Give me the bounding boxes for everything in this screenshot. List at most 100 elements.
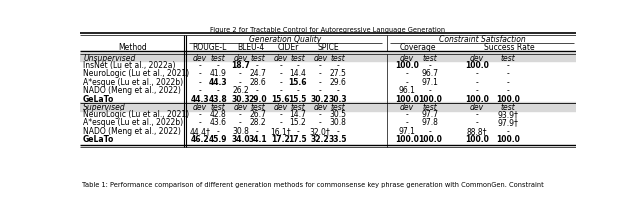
Text: -: -	[239, 110, 242, 119]
Text: dev: dev	[400, 54, 414, 63]
Text: 28.2: 28.2	[249, 118, 266, 127]
Text: -: -	[239, 118, 242, 127]
Text: -: -	[319, 69, 322, 78]
Text: ROUGE-L: ROUGE-L	[192, 43, 227, 52]
Text: NeuroLogic (Lu et al., 2021): NeuroLogic (Lu et al., 2021)	[83, 69, 189, 78]
Text: dev: dev	[193, 54, 207, 63]
Text: -: -	[279, 86, 282, 95]
Text: -: -	[199, 118, 202, 127]
Text: BLEU-4: BLEU-4	[237, 43, 264, 52]
Text: 88.8†: 88.8†	[467, 127, 487, 136]
Text: GeLaTo: GeLaTo	[83, 135, 115, 144]
Text: 32.2: 32.2	[311, 135, 330, 144]
Text: 27.5: 27.5	[330, 69, 346, 78]
Text: 30.5: 30.5	[330, 110, 347, 119]
Text: -: -	[506, 78, 509, 87]
Text: 100.0: 100.0	[395, 95, 419, 103]
Text: 97.7: 97.7	[422, 110, 439, 119]
Text: 15.6: 15.6	[289, 78, 307, 87]
Text: 14.4: 14.4	[289, 69, 306, 78]
Text: -: -	[506, 86, 509, 95]
Text: -: -	[337, 127, 339, 136]
Text: -: -	[279, 61, 282, 70]
Text: -: -	[199, 110, 202, 119]
Text: -: -	[406, 110, 408, 119]
Text: test: test	[331, 103, 346, 112]
Text: Success Rate: Success Rate	[484, 43, 534, 52]
Text: 15.6: 15.6	[271, 95, 290, 103]
Text: -: -	[319, 78, 322, 87]
Text: 32.0†: 32.0†	[310, 127, 331, 136]
Text: -: -	[239, 78, 242, 87]
Text: 96.7: 96.7	[422, 69, 439, 78]
Text: 100.0: 100.0	[395, 61, 419, 70]
Text: 30.3: 30.3	[231, 95, 250, 103]
Text: dev: dev	[234, 54, 248, 63]
Text: -: -	[506, 69, 509, 78]
Text: dev: dev	[313, 54, 327, 63]
Text: 42.8: 42.8	[209, 110, 227, 119]
Text: Figure 2 for Tractable Control for Autoregressive Language Generation: Figure 2 for Tractable Control for Autor…	[211, 27, 445, 33]
Text: 97.9†: 97.9†	[497, 118, 518, 127]
Text: -: -	[296, 127, 299, 136]
Text: 44.3: 44.3	[209, 78, 227, 87]
Text: Coverage: Coverage	[399, 43, 436, 52]
Text: -: -	[476, 86, 478, 95]
Text: -: -	[199, 78, 202, 87]
Text: 97.1: 97.1	[399, 127, 415, 136]
Text: -: -	[506, 61, 509, 70]
Text: test: test	[211, 54, 225, 63]
Text: -: -	[216, 61, 220, 70]
Text: 24.7: 24.7	[249, 69, 266, 78]
Text: test: test	[500, 54, 515, 63]
Text: test: test	[331, 54, 346, 63]
Text: 100.0: 100.0	[395, 135, 419, 144]
Text: test: test	[291, 103, 305, 112]
Text: 100.0: 100.0	[465, 61, 489, 70]
Text: 43.8: 43.8	[209, 95, 227, 103]
Text: -: -	[429, 127, 431, 136]
Text: test: test	[423, 103, 438, 112]
Text: 44.4†: 44.4†	[189, 127, 211, 136]
Text: -: -	[319, 86, 322, 95]
Text: dev: dev	[274, 103, 288, 112]
Text: -: -	[337, 86, 339, 95]
Text: 100.0: 100.0	[419, 135, 442, 144]
Text: Supervised: Supervised	[83, 103, 126, 112]
Text: -: -	[279, 118, 282, 127]
Text: -: -	[429, 61, 431, 70]
Text: Constraint Satisfaction: Constraint Satisfaction	[439, 35, 525, 43]
Text: test: test	[250, 103, 265, 112]
Text: -: -	[476, 118, 478, 127]
Text: -: -	[476, 69, 478, 78]
Text: dev: dev	[234, 103, 248, 112]
Text: -: -	[279, 78, 282, 87]
Text: Generation Quality: Generation Quality	[249, 35, 321, 43]
Text: -: -	[199, 61, 202, 70]
Bar	[80, 102, 576, 111]
Text: dev: dev	[470, 54, 484, 63]
Text: -: -	[506, 127, 509, 136]
Text: -: -	[406, 118, 408, 127]
Text: 15.2: 15.2	[289, 118, 306, 127]
Text: 93.9†: 93.9†	[497, 110, 518, 119]
Text: -: -	[256, 61, 259, 70]
Text: 29.6: 29.6	[330, 78, 346, 87]
Text: CIDEr: CIDEr	[278, 43, 299, 52]
Text: -: -	[406, 69, 408, 78]
Text: -: -	[256, 127, 259, 136]
Text: -: -	[216, 86, 220, 95]
Text: 34.1: 34.1	[248, 135, 267, 144]
Text: 97.1: 97.1	[422, 78, 439, 87]
Text: dev: dev	[470, 103, 484, 112]
Text: 100.0: 100.0	[419, 95, 442, 103]
Text: 30.8: 30.8	[330, 118, 346, 127]
Text: -: -	[429, 86, 431, 95]
Text: 45.9: 45.9	[209, 135, 227, 144]
Text: -: -	[199, 69, 202, 78]
Text: Method: Method	[118, 43, 147, 52]
Text: A*esque (Lu et al., 2022b): A*esque (Lu et al., 2022b)	[83, 78, 183, 87]
Text: 28.6: 28.6	[249, 78, 266, 87]
Text: test: test	[250, 54, 265, 63]
Text: -: -	[337, 61, 339, 70]
